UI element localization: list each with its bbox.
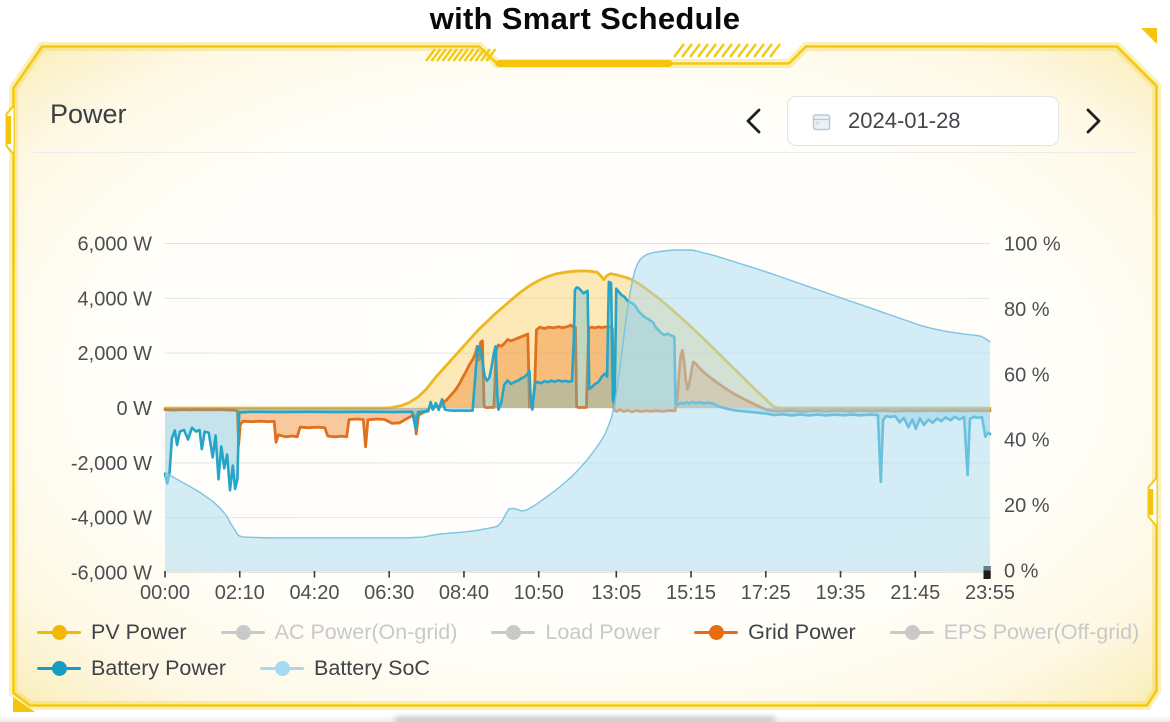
x-axis-end-tick (983, 566, 991, 579)
legend-marker-load-power (491, 625, 536, 640)
page-title: with Smart Schedule (429, 1, 741, 36)
pv-power-area (165, 270, 990, 408)
date-navigation: 2024-01-28 (735, 96, 1111, 146)
header-divider (33, 152, 1137, 153)
right-axis-label: 80 % (1004, 299, 1050, 321)
left-axis-label: 6,000 W (78, 234, 153, 256)
x-tick-label: 02:10 (215, 582, 265, 604)
x-tick-label: 23:55 (965, 582, 1015, 604)
right-axis-label: 100 % (1004, 234, 1061, 256)
left-axis-label: 2,000 W (78, 343, 153, 365)
x-tick-label: 19:35 (815, 582, 865, 604)
right-axis-label: 0 % (1004, 561, 1039, 583)
next-day-button[interactable] (1075, 99, 1111, 143)
bottom-edge-strip (0, 715, 1170, 722)
legend-item-grid-power[interactable]: Grid Power (694, 620, 856, 645)
x-tick-label: 08:40 (439, 582, 489, 604)
x-tick-label: 06:30 (364, 582, 414, 604)
chart-heading: Power (50, 99, 127, 129)
legend-item-battery-power[interactable]: Battery Power (37, 656, 226, 681)
legend-label: AC Power(On-grid) (274, 620, 458, 644)
chevron-right-icon (1086, 108, 1100, 134)
legend-label: EPS Power(Off-grid) (943, 620, 1140, 644)
right-axis-label: 40 % (1004, 430, 1050, 452)
date-value: 2024-01-28 (848, 108, 961, 133)
legend-label: Grid Power (748, 620, 856, 644)
x-tick-label: 21:45 (890, 582, 940, 604)
x-tick-label: 13:05 (591, 582, 641, 604)
frame-tab-right (1147, 477, 1158, 527)
legend-item-battery-soc[interactable]: Battery SoC (260, 656, 430, 681)
frame-hatch-left (425, 48, 497, 62)
frame-corner-triangle-bottomleft (13, 697, 35, 712)
power-chart[interactable]: 00:00 02:10 04:20 06:30 08:40 10:50 13:05 15:15… (40, 225, 1073, 620)
legend-row: PV Power AC Power(On-grid) Load Power Grid … (37, 620, 1142, 645)
legend-marker-battery-soc (260, 661, 305, 676)
right-axis-label: 20 % (1004, 495, 1050, 517)
legend-marker-pv-power (37, 625, 81, 640)
date-input[interactable]: 2024-01-28 (787, 96, 1059, 146)
legend-item-ac-power-on-grid-[interactable]: AC Power(On-grid) (220, 620, 458, 645)
battery-power-area (165, 281, 990, 491)
chart-legend: PV Power AC Power(On-grid) Load Power Grid … (37, 620, 1142, 681)
left-axis-label: -4,000 W (71, 508, 152, 530)
legend-marker-ac-power-on-grid- (220, 625, 265, 640)
calendar-icon (812, 112, 831, 131)
left-axis-label: 0 W (116, 398, 152, 420)
legend-item-pv-power[interactable]: PV Power (37, 620, 187, 645)
legend-label: PV Power (91, 620, 187, 644)
right-axis-label: 60 % (1004, 364, 1050, 386)
legend-row: Battery Power Battery SoC (37, 656, 1142, 681)
legend-label: Battery Power (91, 656, 227, 680)
grid-power-area (165, 325, 990, 447)
left-axis-label: -2,000 W (71, 453, 152, 475)
left-axis-label: 4,000 W (78, 288, 153, 310)
next-section-peek (395, 717, 775, 722)
frame-tab-left (5, 105, 15, 155)
legend-marker-eps-power-off-grid- (889, 625, 934, 640)
x-tick-label: 15:15 (666, 582, 716, 604)
legend-item-load-power[interactable]: Load Power (491, 620, 660, 645)
x-tick-label: 10:50 (514, 582, 564, 604)
legend-item-eps-power-off-grid-[interactable]: EPS Power(Off-grid) (889, 620, 1140, 645)
x-tick-label: 17:25 (741, 582, 791, 604)
battery-soc-line (164, 249, 991, 539)
legend-label: Battery SoC (314, 656, 430, 680)
frame-hatch-right (673, 43, 781, 58)
prev-day-button[interactable] (735, 99, 771, 143)
left-axis-label: -6,000 W (71, 563, 152, 585)
x-tick-label: 00:00 (140, 582, 190, 604)
chevron-left-icon (746, 108, 760, 134)
battery-soc-area (165, 250, 990, 571)
legend-label: Load Power (545, 620, 661, 644)
legend-marker-grid-power (694, 625, 739, 640)
frame-corner-triangle-topright (1141, 28, 1157, 44)
x-tick-label: 04:20 (289, 582, 339, 604)
legend-marker-battery-power (37, 661, 81, 676)
